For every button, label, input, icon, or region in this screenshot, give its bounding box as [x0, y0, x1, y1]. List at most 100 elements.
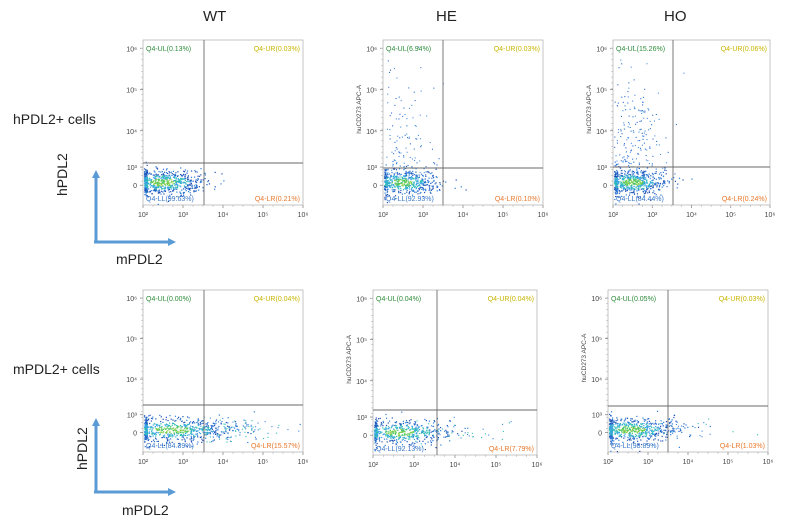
event-dot	[454, 187, 456, 189]
event-dot	[400, 428, 403, 430]
event-dot	[196, 179, 199, 182]
event-dot	[168, 188, 171, 191]
event-dot	[176, 430, 178, 432]
event-dot	[186, 184, 188, 186]
event-dot	[420, 66, 422, 69]
event-dot	[435, 168, 437, 170]
event-dot	[642, 171, 645, 174]
event-dot	[167, 425, 169, 427]
y-tick-label: 10⁴	[591, 377, 602, 384]
event-dot	[664, 167, 666, 169]
event-dot	[215, 433, 217, 435]
event-dot	[391, 183, 393, 185]
event-dot	[632, 182, 635, 184]
event-dot	[415, 171, 417, 173]
event-dot	[394, 179, 396, 181]
event-dot	[647, 192, 649, 194]
event-dot	[176, 426, 179, 428]
event-dot	[181, 178, 183, 180]
quadrant-label-ll: Q4-LL(84.44%)	[616, 196, 664, 203]
event-dot	[466, 433, 469, 436]
event-dot	[411, 427, 413, 429]
event-dot	[627, 428, 629, 430]
event-dot	[414, 427, 416, 430]
event-dot	[658, 173, 661, 175]
event-dot	[172, 181, 174, 183]
event-dot	[404, 434, 406, 436]
event-dot	[407, 185, 410, 187]
event-dot	[705, 423, 707, 425]
event-dot	[616, 178, 619, 180]
event-dot	[155, 423, 157, 426]
event-dot	[416, 438, 418, 440]
event-dot	[422, 179, 424, 181]
event-dot	[623, 176, 625, 178]
event-dot	[187, 180, 189, 182]
event-dot	[144, 423, 146, 425]
event-dot	[417, 438, 419, 440]
event-dot	[166, 180, 168, 182]
event-dot	[245, 422, 247, 424]
event-dot	[633, 193, 636, 196]
event-dot	[414, 100, 416, 102]
event-dot	[611, 431, 614, 433]
event-dot	[612, 421, 614, 423]
event-dot	[668, 182, 670, 184]
event-dot	[639, 182, 641, 184]
event-dot	[417, 435, 419, 437]
event-dot	[418, 440, 421, 442]
event-dot	[611, 429, 613, 431]
event-dot	[677, 183, 679, 185]
event-dot	[621, 175, 624, 177]
event-dot	[643, 117, 645, 119]
event-dot	[709, 425, 711, 428]
event-dot	[644, 110, 646, 112]
event-dot	[199, 432, 202, 435]
event-dot	[180, 434, 183, 436]
event-dot	[633, 79, 635, 81]
event-dot	[398, 436, 400, 438]
event-dot	[384, 188, 387, 191]
event-dot	[156, 186, 158, 188]
event-dot	[609, 413, 611, 416]
event-dot	[161, 431, 163, 433]
event-dot	[175, 420, 177, 422]
event-dot	[628, 432, 630, 435]
event-dot	[414, 186, 416, 188]
event-dot	[170, 425, 172, 428]
event-dot	[149, 414, 151, 416]
event-dot	[385, 430, 387, 432]
y-axis-title: huCD273 APC-A	[586, 84, 593, 133]
event-dot	[671, 425, 673, 427]
event-dot	[449, 420, 451, 422]
event-dot	[144, 437, 147, 439]
event-dot	[207, 180, 210, 182]
plot-frame	[142, 289, 304, 453]
event-dot	[271, 426, 273, 428]
event-dot	[381, 431, 383, 433]
event-dot	[393, 436, 395, 438]
event-dot	[403, 175, 405, 177]
event-dot	[392, 177, 394, 179]
event-dot	[641, 171, 643, 173]
event-dot	[611, 423, 613, 425]
event-dot	[162, 180, 164, 182]
event-dot	[613, 426, 615, 428]
event-dot	[412, 428, 414, 430]
event-dot	[428, 187, 431, 189]
event-dot	[166, 179, 168, 181]
event-dot	[672, 427, 674, 429]
event-dot	[153, 432, 155, 435]
event-dot	[656, 144, 658, 146]
event-dot	[382, 420, 384, 423]
event-dot	[641, 422, 643, 425]
event-dot	[391, 435, 393, 437]
event-dot	[411, 434, 413, 436]
event-dot	[611, 420, 614, 422]
y-tick-label: 0	[598, 431, 602, 438]
event-dot	[375, 425, 377, 427]
event-dot	[633, 441, 635, 443]
event-dot	[633, 188, 635, 190]
quadrant-label-ur: Q4-UR(0.06%)	[721, 46, 767, 53]
event-dot	[620, 174, 622, 176]
